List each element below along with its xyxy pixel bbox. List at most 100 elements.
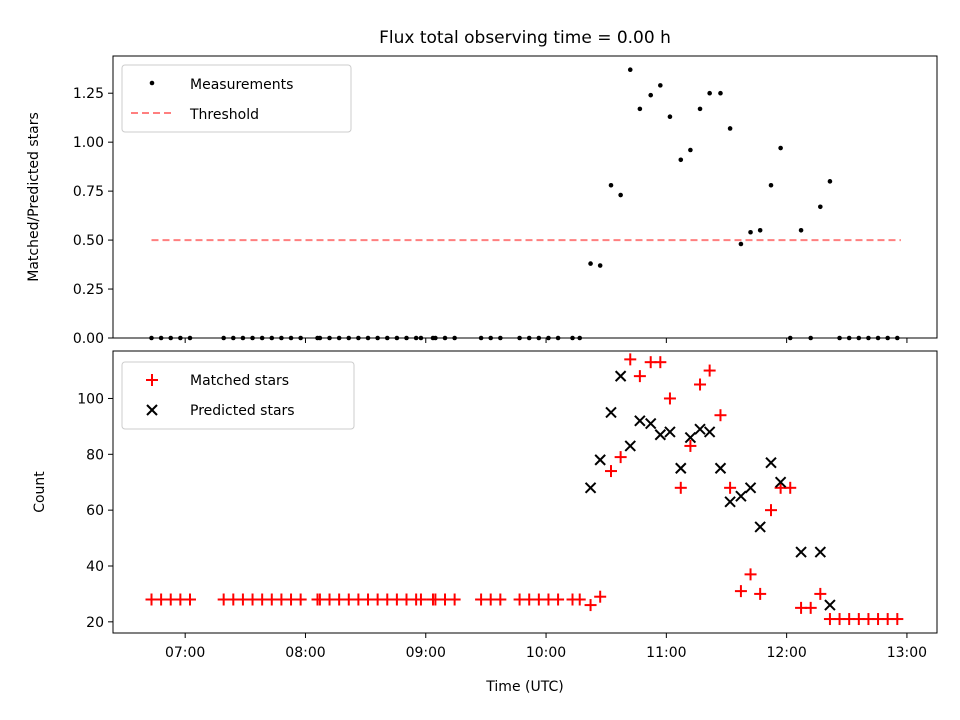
measurement-point [787,335,793,341]
matched-stars-point [663,392,676,405]
measurement-point [546,335,551,341]
top-plot-area: 0.00 0.25 0.50 0.75 1.00 1.25 [73,55,938,347]
bottom-legend-box [121,361,355,430]
measurement-point [618,192,623,198]
measurement-point [269,335,275,341]
matched-stars-point [448,593,461,606]
matched-stars-point [814,587,827,600]
matched-stars-point [784,481,797,494]
measurement-point [298,335,303,341]
bottom-x-axis-label: Time (UTC) [485,679,563,695]
matched-stars-point [605,465,618,478]
measurement-point [536,335,542,341]
measurement-point [327,335,332,341]
measurement-point [588,261,593,266]
measurement-point [149,335,154,341]
measurement-point [346,335,352,341]
measurement-point [757,227,763,233]
measurement-point [394,335,400,341]
measurement-point [478,335,484,341]
bottom-x-axis: 07:00 08:00 09:00 10:00 11:00 12:00 13:00 [165,633,927,661]
matched-stars-point [694,378,707,391]
top-y-tick-label: 0.75 [73,184,104,200]
matched-stars-point [703,364,716,377]
predicted-stars-point [584,482,597,494]
matched-stars-point [573,593,586,606]
measurement-point [356,335,361,341]
measurement-point [413,335,419,341]
predicted-stars-point [795,546,807,558]
matched-stars-point [684,439,697,452]
measurement-point [404,335,409,341]
measurement-point [837,335,842,341]
matched-stars-point [804,601,817,614]
top-x-axis [184,338,908,343]
bottom-x-tick-label: 08:00 [285,645,325,661]
matched-stars-point [594,590,607,603]
top-y-tick-label: 1.00 [73,135,104,151]
bottom-x-tick-label: 12:00 [766,645,806,661]
measurement-point [885,335,890,341]
legend-predicted-label: Predicted stars [190,403,295,419]
predicted-stars-point [594,454,606,466]
measurement-point [168,335,174,341]
measurement-point [608,182,614,188]
matched-stars-point [633,370,646,383]
matched-stars-point [414,593,427,606]
measurement-point [808,335,813,341]
predicted-stars-point [624,440,636,452]
matched-stars-point [724,481,737,494]
measurement-point [336,335,342,341]
matched-stars-point [584,599,597,612]
predicted-stars-point [814,546,827,558]
measurement-point [517,335,522,341]
matched-stars-point [552,593,565,606]
legend-matched-label: Matched stars [190,373,289,389]
measurement-point [288,335,294,341]
measurement-point [637,106,643,112]
predicted-stars-point [675,462,687,474]
predicted-stars-point [774,476,787,488]
bottom-y-tick-label: 20 [86,615,104,631]
measurement-point [570,335,575,341]
measurement-point [555,335,561,341]
predicted-stars-point [754,521,766,533]
measurement-point [718,90,723,96]
legend-threshold-label: Threshold [189,107,259,123]
top-chart-title: Flux total observing time = 0.00 h [379,28,671,48]
measurement-point [798,227,804,233]
predicted-stars-point [744,482,757,494]
measurement-point [707,90,712,96]
measurement-point [846,335,852,341]
measurement-point [498,335,503,341]
legend-measurements-label: Measurements [190,77,293,93]
measurement-point [526,335,532,341]
measurement-point [648,92,654,98]
bottom-y-tick-label: 60 [86,503,104,519]
measurement-point [658,83,663,88]
measurement-point [678,157,684,163]
measurement-point [667,114,673,120]
measurement-point [433,335,438,341]
matched-stars-point [494,593,507,606]
top-y-tick-label: 0.50 [73,233,104,249]
predicted-stars-point [735,490,747,502]
measurement-point [221,335,226,341]
predicted-stars-point [824,599,836,611]
matched-stars-point [674,481,687,494]
legend-matched-marker [146,374,158,386]
predicted-stars-point [694,423,706,435]
measurement-point [727,126,733,131]
bottom-x-tick-label: 09:00 [406,645,446,661]
measurement-point [279,335,284,341]
top-data-marks [149,67,901,341]
measurement-point [178,335,183,341]
bottom-y-tick-label: 100 [77,391,104,407]
bottom-x-tick-label: 07:00 [165,645,205,661]
measurement-point [688,147,693,153]
top-y-tick-label: 0.25 [73,282,104,298]
predicted-stars-point [654,429,667,441]
measurement-point [452,335,457,341]
top-y-tick-label: 1.25 [73,86,104,102]
